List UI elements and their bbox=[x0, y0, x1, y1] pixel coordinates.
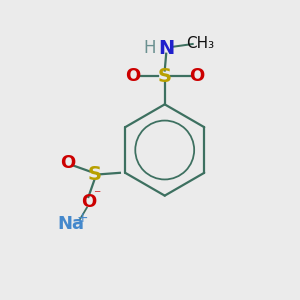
Text: S: S bbox=[158, 67, 172, 86]
Text: O: O bbox=[125, 68, 140, 85]
Text: N: N bbox=[158, 39, 174, 58]
Text: O: O bbox=[81, 193, 96, 211]
Text: CH₃: CH₃ bbox=[186, 37, 214, 52]
Text: H: H bbox=[144, 39, 156, 57]
Text: ⁻: ⁻ bbox=[94, 188, 101, 202]
Text: O: O bbox=[190, 68, 205, 85]
Text: Na: Na bbox=[57, 215, 84, 233]
Text: O: O bbox=[60, 154, 75, 172]
Text: S: S bbox=[87, 165, 101, 184]
Text: +: + bbox=[76, 211, 88, 225]
